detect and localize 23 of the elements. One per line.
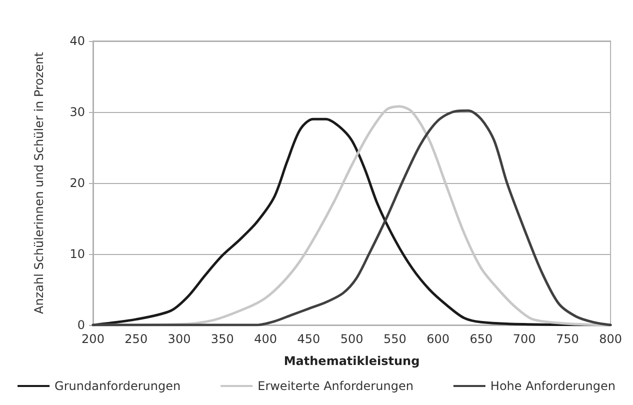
legend-label: Erweiterte Anforderungen bbox=[258, 379, 414, 393]
x-tick-label: 600 bbox=[426, 332, 450, 346]
x-tick-label: 700 bbox=[512, 332, 536, 346]
x-axis-title: Mathematikleistung bbox=[284, 354, 420, 368]
x-tick-label: 200 bbox=[82, 332, 104, 346]
y-axis-title: Anzahl Schülerinnen und Schüler in Prozent bbox=[32, 52, 46, 314]
x-tick-label: 250 bbox=[124, 332, 148, 346]
y-tick-label: 10 bbox=[70, 247, 85, 261]
x-tick-label: 650 bbox=[470, 332, 493, 346]
x-tick-label: 400 bbox=[254, 332, 277, 346]
x-tick-label: 750 bbox=[556, 332, 579, 346]
x-tick-label: 500 bbox=[340, 332, 364, 346]
x-tick-label: 350 bbox=[210, 332, 234, 346]
y-tick-label: 30 bbox=[70, 105, 85, 119]
y-tick-label: 20 bbox=[70, 176, 85, 190]
x-tick-label: 300 bbox=[168, 332, 191, 346]
x-tick-label: 450 bbox=[297, 332, 320, 346]
x-tick-label: 800 bbox=[599, 332, 622, 346]
y-tick-label: 40 bbox=[70, 34, 85, 48]
y-tick-label: 0 bbox=[77, 318, 85, 332]
legend-label: Hohe Anforderungen bbox=[490, 379, 616, 393]
x-tick-label: 550 bbox=[383, 332, 406, 346]
legend-label: Grundanforderungen bbox=[54, 379, 181, 393]
